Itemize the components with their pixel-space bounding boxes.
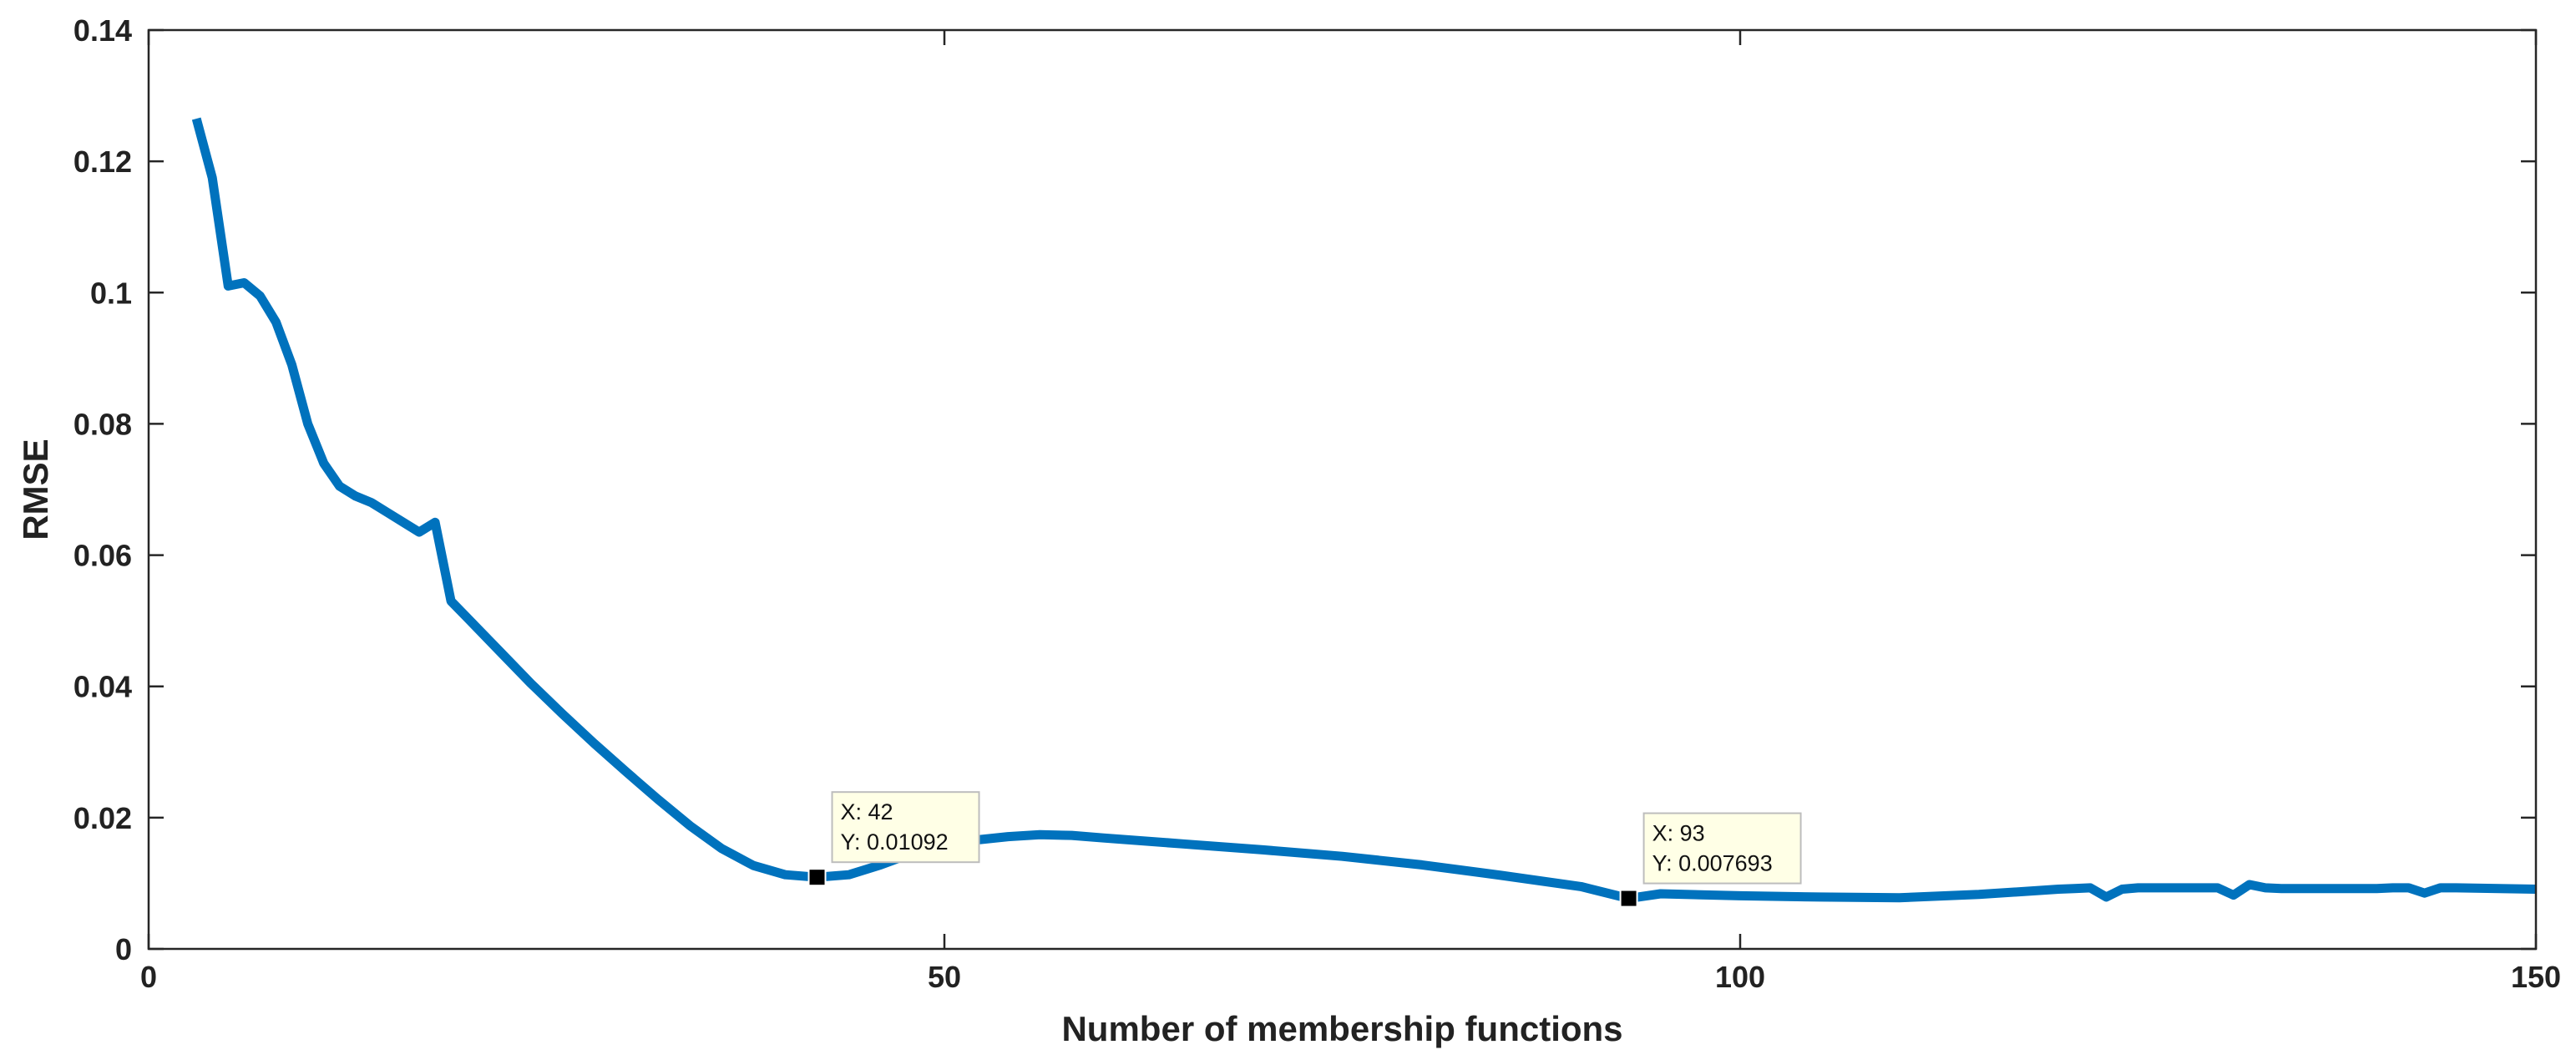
x-tick-labels: 0 50 100 150 [140,960,2561,994]
y-tick-label: 0.08 [73,407,132,441]
y-tick-label: 0.02 [73,801,132,835]
y-tick-label: 0.12 [73,145,132,179]
plot-area [149,30,2536,949]
x-tick-label: 150 [2511,960,2561,994]
datatip-x-label: X: 42 [841,799,893,824]
y-tick-label: 0 [115,932,132,966]
datatip-y-label: Y: 0.01092 [841,829,949,855]
series-layer [191,117,2537,904]
x-tick-label: 100 [1715,960,1765,994]
y-tick-label: 0.14 [73,13,132,48]
y-tick-label: 0.1 [90,276,132,310]
x-axis-label: Number of membership functions [1061,1009,1622,1048]
y-tick-label: 0.06 [73,539,132,573]
datatip-y-label: Y: 0.007693 [1652,851,1773,876]
plot-frame [147,28,2538,951]
datatip-box [1642,812,1802,885]
datatip-marker [807,868,827,887]
y-tick-label: 0.04 [73,670,132,704]
series-line [191,117,2537,904]
y-tick-labels: 0 0.02 0.04 0.06 0.08 0.1 0.12 0.14 [73,13,132,966]
datatip-x-label: X: 93 [1652,821,1705,846]
datatip[interactable]: X: 42 Y: 0.01092 [807,791,980,887]
datatip-marker [1619,889,1638,908]
datatips: X: 42 Y: 0.01092 X: 93 Y: 0.007693 [807,791,1802,908]
datatip[interactable]: X: 93 Y: 0.007693 [1619,812,1802,908]
y-axis-label: RMSE [16,439,55,540]
x-tick-label: 50 [928,960,961,994]
x-tick-label: 0 [140,960,157,994]
datatip-box [831,791,980,864]
